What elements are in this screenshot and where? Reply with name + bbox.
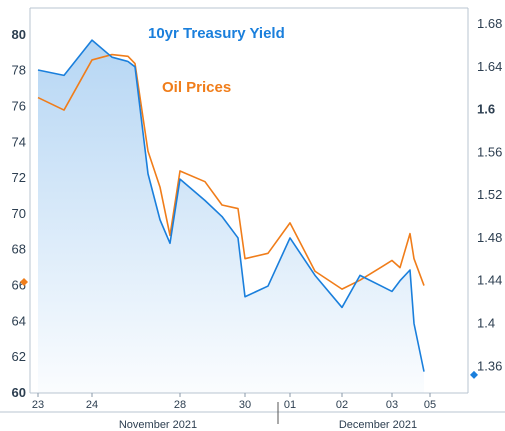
x-axis-ticks: 23 24 28 30 01 02 03 05 — [32, 393, 436, 411]
treasury-yield-line — [37, 39, 425, 372]
oil-prices-label: Oil Prices — [162, 79, 231, 96]
left-axis-tick-label: 70 — [12, 206, 26, 221]
oil-end-marker — [20, 277, 28, 286]
right-axis-ticks: 1.36 1.4 1.44 1.48 1.52 1.56 1.6 1.64 1.68 — [477, 16, 502, 373]
right-axis-tick-label: 1.36 — [477, 358, 502, 373]
x-axis-tick-label: 28 — [174, 399, 186, 411]
x-axis-tick-label: 30 — [239, 399, 251, 411]
yield-area-fill — [38, 40, 424, 393]
x-axis-tick-label: 03 — [386, 399, 398, 411]
right-axis-tick-label: 1.6 — [477, 102, 495, 117]
left-axis-tick-label: 68 — [12, 242, 26, 257]
left-axis-tick-label: 78 — [12, 63, 26, 78]
left-axis-tick-label: 72 — [12, 170, 26, 185]
right-axis-tick-label: 1.4 — [477, 315, 495, 330]
left-axis-tick-label: 64 — [12, 313, 26, 328]
left-axis-tick-label: 74 — [12, 134, 26, 149]
x-axis-tick-label: 24 — [86, 399, 98, 411]
right-axis-tick-label: 1.52 — [477, 187, 502, 202]
x-axis-tick-label: 02 — [336, 399, 348, 411]
month-label-december: December 2021 — [339, 419, 417, 431]
yield-end-marker — [470, 370, 478, 379]
x-axis-tick-label: 05 — [424, 399, 436, 411]
left-axis-tick-label: 76 — [12, 98, 26, 113]
right-axis-tick-label: 1.64 — [477, 59, 502, 74]
right-axis-tick-label: 1.68 — [477, 16, 502, 31]
month-label-november: November 2021 — [119, 419, 197, 431]
right-axis-tick-label: 1.56 — [477, 144, 502, 159]
right-axis-tick-label: 1.44 — [477, 273, 502, 288]
left-axis-tick-label: 60 — [12, 385, 26, 400]
left-axis-tick-label: 62 — [12, 349, 26, 364]
x-axis-tick-label: 01 — [284, 399, 296, 411]
treasury-yield-label: 10yr Treasury Yield — [148, 25, 285, 42]
oil-prices-line — [37, 53, 425, 290]
left-axis-tick-label: 80 — [12, 27, 26, 42]
right-axis-tick-label: 1.48 — [477, 230, 502, 245]
x-axis-tick-label: 23 — [32, 399, 44, 411]
